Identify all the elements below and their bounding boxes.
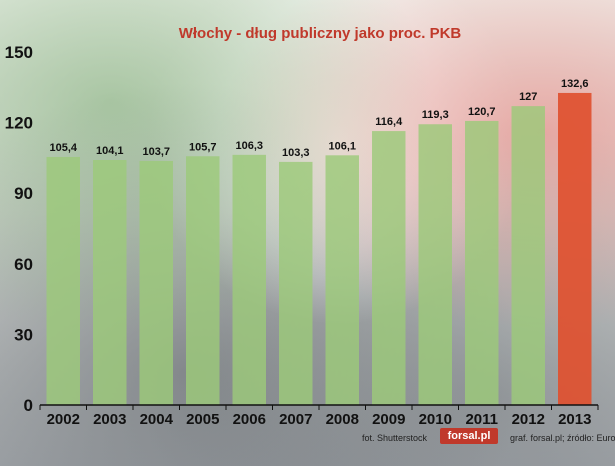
bar [511, 106, 545, 406]
bars [46, 92, 592, 406]
x-tick-label: 2003 [93, 411, 126, 428]
bar [186, 156, 220, 405]
y-tick-label: 60 [14, 255, 33, 274]
x-tick-label: 2008 [326, 411, 359, 428]
data-label: 116,4 [375, 116, 403, 128]
y-tick-label: 30 [14, 325, 33, 344]
bar [372, 131, 406, 405]
bar [139, 160, 173, 405]
bar [93, 160, 127, 405]
x-tick-label: 2013 [558, 411, 591, 428]
data-labels: 105,4 104,1 103,7 105,7 106,3 103,3 106,1 116,4… [49, 78, 588, 159]
forsal-logo[interactable]: forsal.pl [440, 428, 498, 444]
y-axis: 0 30 60 90 120 150 [5, 43, 33, 415]
data-label: 120,7 [468, 106, 496, 118]
bar [465, 120, 499, 405]
x-tick-label: 2006 [233, 411, 266, 428]
bar [46, 156, 80, 405]
bar [279, 161, 313, 405]
x-axis: 2002 2003 2004 2005 2006 2007 2008 2009 2010 2011… [39, 405, 599, 428]
photo-credit: fot. Shutterstock [362, 433, 428, 443]
y-tick-label: 0 [24, 396, 33, 415]
bar [558, 92, 592, 405]
x-tick-label: 2011 [465, 411, 498, 428]
data-label: 106,3 [235, 140, 263, 152]
chart-title: Włochy - dług publiczny jako proc. PKB [179, 25, 462, 42]
x-tick-label: 2002 [47, 411, 80, 428]
data-label: 119,3 [422, 109, 449, 121]
data-label: 103,7 [142, 146, 170, 158]
data-label: 104,1 [96, 145, 124, 157]
bar [418, 124, 452, 406]
data-label: 106,1 [328, 140, 356, 152]
x-tick-label: 2010 [419, 411, 452, 428]
x-tick-label: 2009 [372, 411, 405, 428]
x-tick-label: 2004 [140, 411, 174, 428]
data-label: 132,6 [561, 78, 589, 90]
y-tick-label: 120 [5, 114, 33, 133]
bar [232, 154, 266, 405]
x-tick-label: 2005 [186, 411, 219, 428]
x-tick-label: 2007 [279, 411, 312, 428]
bar [325, 155, 359, 405]
data-label: 105,7 [189, 141, 217, 153]
x-tick-label: 2012 [512, 411, 545, 428]
data-label: 103,3 [282, 147, 310, 159]
y-tick-label: 90 [14, 184, 33, 203]
data-label: 127 [519, 91, 537, 103]
data-label: 105,4 [49, 142, 77, 154]
y-tick-label: 150 [5, 43, 33, 62]
source-credit: graf. forsal.pl; źródło: Eurostat [510, 433, 615, 443]
